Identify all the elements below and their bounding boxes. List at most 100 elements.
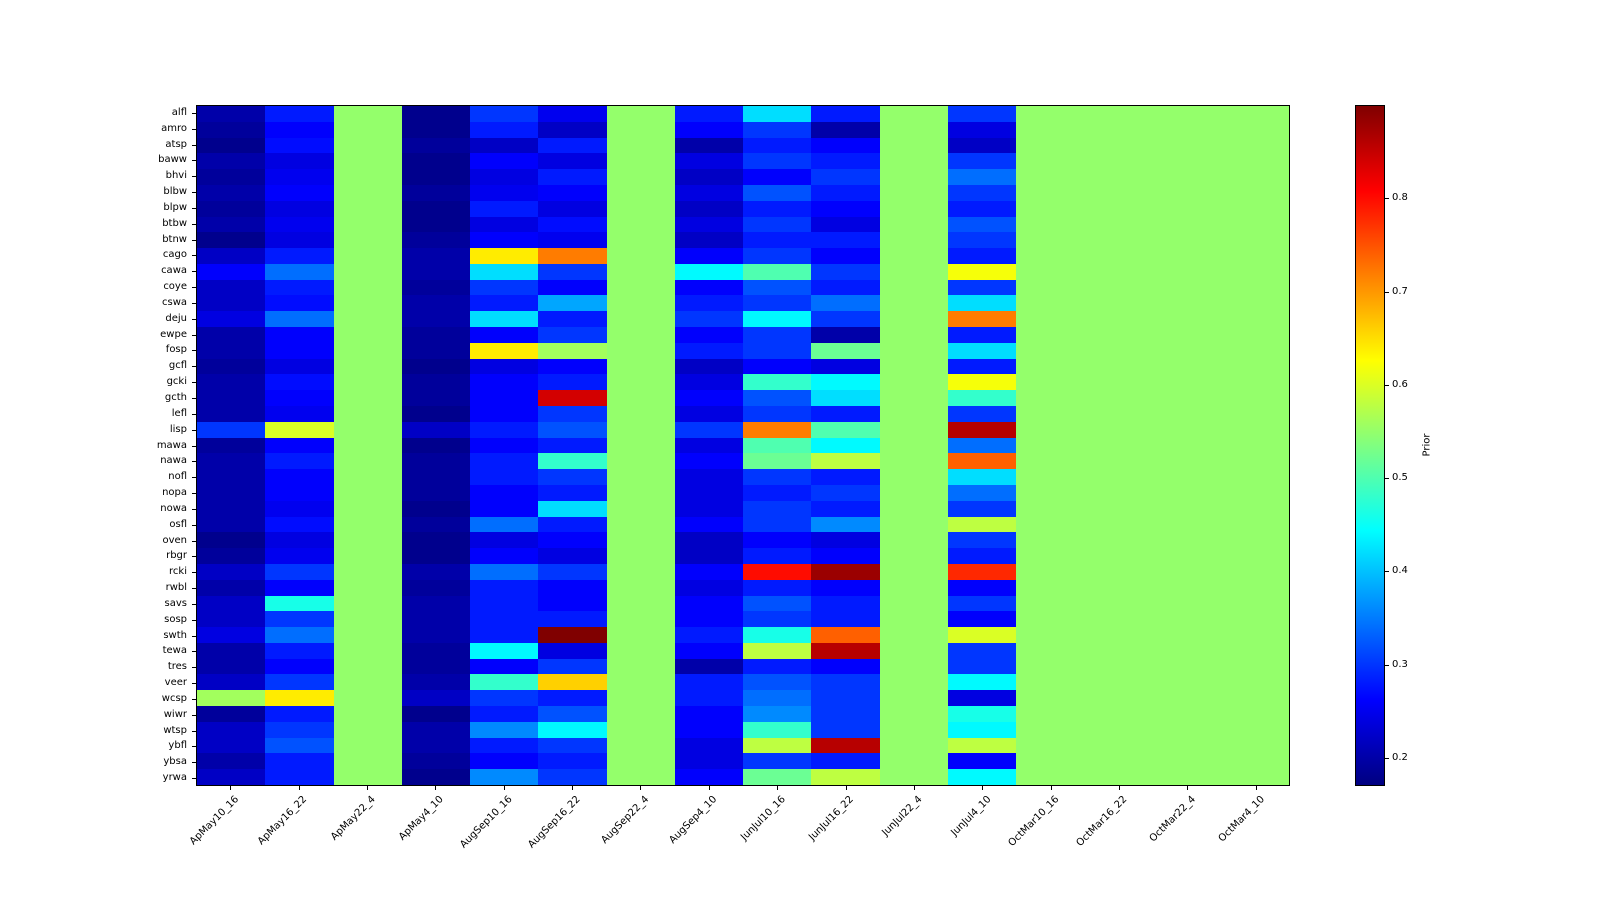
heatmap-cell [1016,137,1085,154]
heatmap-cell [1016,548,1085,564]
heatmap-cell [1152,484,1221,501]
heatmap-cell [674,579,743,596]
heatmap-cell [879,753,948,770]
heatmap-cell [538,248,607,264]
heatmap-cell [879,769,948,785]
heatmap-cell [1220,437,1289,454]
heatmap-cell [743,627,812,643]
heatmap-cell [743,532,812,549]
heatmap-cell [1016,232,1085,249]
heatmap-cell [811,232,880,249]
heatmap-cell [197,484,266,501]
heatmap-cell [333,532,402,549]
heatmap-cell [879,295,948,312]
heatmap-cell [947,642,1016,659]
y-tick-label: baww [158,154,187,166]
heatmap-cell [401,548,470,564]
heatmap-cell [265,611,334,628]
heatmap-cell [197,611,266,628]
heatmap-cell [1152,627,1221,643]
heatmap-cell [538,563,607,580]
heatmap-cell [470,279,539,296]
heatmap-cell [1084,342,1153,359]
heatmap-cell [401,753,470,770]
colorbar-tick [1385,758,1389,759]
heatmap-cell [538,658,607,675]
heatmap-cell [538,279,607,296]
heatmap-cell [470,627,539,643]
heatmap-cell [197,137,266,154]
heatmap-cell [1220,642,1289,659]
x-tick [913,786,915,790]
heatmap-cell [1220,137,1289,154]
heatmap-cell [1084,563,1153,580]
heatmap-cell [538,169,607,185]
heatmap-cell [401,106,470,122]
heatmap-cell [1220,216,1289,233]
heatmap-cell [265,579,334,596]
heatmap-cell [333,595,402,612]
heatmap-cell [265,500,334,517]
heatmap-cell [743,137,812,154]
heatmap-cell [947,295,1016,312]
heatmap-cell [197,358,266,375]
heatmap-cell [1152,311,1221,328]
heatmap-cell [197,153,266,170]
heatmap-cell [743,421,812,438]
heatmap-cell [1220,169,1289,185]
heatmap-cell [265,721,334,738]
heatmap-cell [947,263,1016,280]
heatmap-cell [470,516,539,533]
y-tick-label: veer [164,677,187,689]
heatmap-cell [1220,342,1289,359]
heatmap-cell [265,595,334,612]
heatmap-cell [333,737,402,754]
heatmap-cell [606,263,675,280]
x-tick [708,786,710,790]
heatmap-cell [674,263,743,280]
heatmap-cell [606,658,675,675]
heatmap-cell [1016,437,1085,454]
heatmap-cell [470,421,539,438]
heatmap-cell [811,753,880,770]
heatmap-cell [674,453,743,470]
heatmap-cell [1084,406,1153,422]
heatmap-cell [743,690,812,707]
heatmap-cell [606,690,675,707]
heatmap-cell [1220,279,1289,296]
y-tick-label: wtsp [163,724,187,736]
heatmap-cell [879,200,948,217]
heatmap-cell [1084,437,1153,454]
y-tick-label: deju [165,312,187,324]
y-tick-label: osfl [169,518,187,530]
y-tick-label: coye [163,281,187,293]
heatmap-cell [606,184,675,201]
y-tick-label: ybsa [163,756,187,768]
heatmap-cell [1084,658,1153,675]
y-tick-label: amro [161,122,187,134]
heatmap-cell [470,706,539,722]
heatmap-cell [197,106,266,122]
heatmap-cell [538,153,607,170]
heatmap-cell [674,563,743,580]
colorbar-tick [1385,571,1389,573]
heatmap-cell [674,706,743,722]
heatmap-cell [333,453,402,470]
heatmap-cell [674,327,743,343]
heatmap-cell [1220,390,1289,407]
heatmap-cell [1016,342,1085,359]
x-tick-label: ApMay22_4 [328,794,378,843]
heatmap-cell [197,642,266,659]
heatmap-cell [333,232,402,249]
heatmap-cell [538,137,607,154]
heatmap-cell [879,595,948,612]
heatmap-cell [197,469,266,485]
heatmap-cell [1016,690,1085,707]
x-tick [572,786,574,790]
heatmap-cell [674,311,743,328]
heatmap-cell [1016,358,1085,375]
heatmap-cell [1220,721,1289,738]
heatmap-cell [674,279,743,296]
heatmap-cell [947,532,1016,549]
heatmap-cell [401,200,470,217]
